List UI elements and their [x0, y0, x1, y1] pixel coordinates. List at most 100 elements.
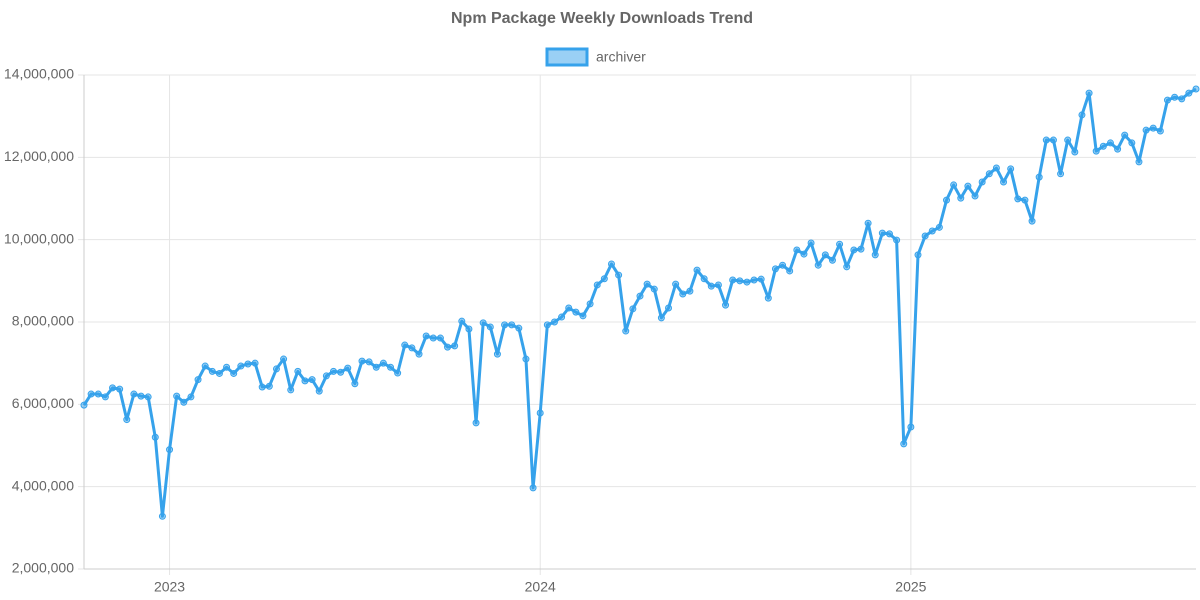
- data-point: [294, 367, 302, 375]
- y-tick-label: 6,000,000: [12, 395, 74, 411]
- data-point: [166, 446, 174, 454]
- x-tick-label: 2025: [895, 579, 926, 595]
- data-point: [643, 280, 651, 288]
- data-point: [116, 385, 124, 393]
- data-point: [985, 170, 993, 178]
- data-point: [586, 300, 594, 308]
- data-point: [1135, 158, 1143, 166]
- data-point: [850, 246, 858, 254]
- data-point: [1014, 195, 1022, 203]
- data-point: [237, 362, 245, 370]
- data-point: [529, 484, 537, 492]
- data-point: [493, 350, 501, 358]
- data-point: [707, 282, 715, 290]
- data-point: [1149, 124, 1157, 132]
- data-point: [87, 390, 95, 398]
- data-point: [793, 246, 801, 254]
- data-point: [600, 275, 608, 283]
- data-point: [657, 314, 665, 322]
- data-point: [394, 369, 402, 377]
- y-tick-label: 12,000,000: [4, 148, 74, 164]
- data-point: [800, 250, 808, 258]
- data-point: [344, 364, 352, 372]
- legend-label: archiver: [596, 49, 646, 65]
- data-point: [722, 301, 730, 309]
- data-point: [123, 416, 131, 424]
- data-point: [1192, 85, 1200, 93]
- data-point: [814, 261, 822, 269]
- data-point: [80, 401, 88, 409]
- data-point: [109, 384, 117, 392]
- data-point: [1078, 111, 1086, 119]
- data-point: [1128, 139, 1136, 147]
- data-point: [244, 360, 252, 368]
- y-tick-label: 4,000,000: [12, 477, 74, 493]
- data-point: [935, 223, 943, 231]
- data-point: [1000, 178, 1008, 186]
- data-point: [771, 265, 779, 273]
- data-point: [907, 423, 915, 431]
- data-point: [180, 398, 188, 406]
- data-point: [173, 392, 181, 400]
- data-point: [265, 382, 273, 390]
- data-point: [686, 287, 694, 295]
- data-point: [137, 392, 145, 400]
- data-point: [558, 313, 566, 321]
- data-point: [215, 369, 223, 377]
- data-point: [836, 240, 844, 248]
- data-point: [465, 325, 473, 333]
- data-point: [322, 372, 330, 380]
- data-point: [329, 367, 337, 375]
- data-point: [864, 219, 872, 227]
- data-point: [444, 343, 452, 351]
- data-point: [287, 386, 295, 394]
- data-point: [665, 304, 673, 312]
- data-point: [387, 363, 395, 371]
- data-point: [629, 305, 637, 313]
- data-point: [372, 363, 380, 371]
- data-point: [1171, 93, 1179, 101]
- data-point: [1035, 173, 1043, 181]
- data-point: [101, 393, 109, 401]
- data-point: [914, 251, 922, 259]
- data-point: [885, 230, 893, 238]
- data-point: [736, 277, 744, 285]
- data-point: [1106, 139, 1114, 147]
- data-point: [871, 251, 879, 259]
- data-point: [714, 281, 722, 289]
- data-point: [358, 357, 366, 365]
- data-point: [1028, 217, 1036, 225]
- data-point: [928, 227, 936, 235]
- data-point: [436, 334, 444, 342]
- data-point: [978, 178, 986, 186]
- data-point: [672, 280, 680, 288]
- data-point: [365, 358, 373, 366]
- y-tick-label: 2,000,000: [12, 560, 74, 576]
- data-point: [1156, 127, 1164, 135]
- data-point: [878, 229, 886, 237]
- y-tick-label: 14,000,000: [4, 66, 74, 82]
- data-point: [957, 194, 965, 202]
- data-point: [622, 327, 630, 335]
- data-point: [607, 260, 615, 268]
- data-point: [636, 292, 644, 300]
- data-point: [729, 276, 737, 284]
- data-point: [786, 267, 794, 275]
- data-point: [301, 377, 309, 385]
- data-point: [379, 359, 387, 367]
- data-point: [479, 319, 487, 327]
- data-point: [151, 433, 159, 441]
- data-point: [821, 251, 829, 259]
- series-line: [82, 87, 1197, 518]
- data-point: [828, 256, 836, 264]
- data-point: [408, 344, 416, 352]
- y-tick-label: 8,000,000: [12, 313, 74, 329]
- data-point: [315, 387, 323, 395]
- data-point: [1057, 170, 1065, 178]
- data-point: [679, 290, 687, 298]
- data-point: [1092, 147, 1100, 155]
- data-point: [650, 285, 658, 293]
- data-point: [1121, 131, 1129, 139]
